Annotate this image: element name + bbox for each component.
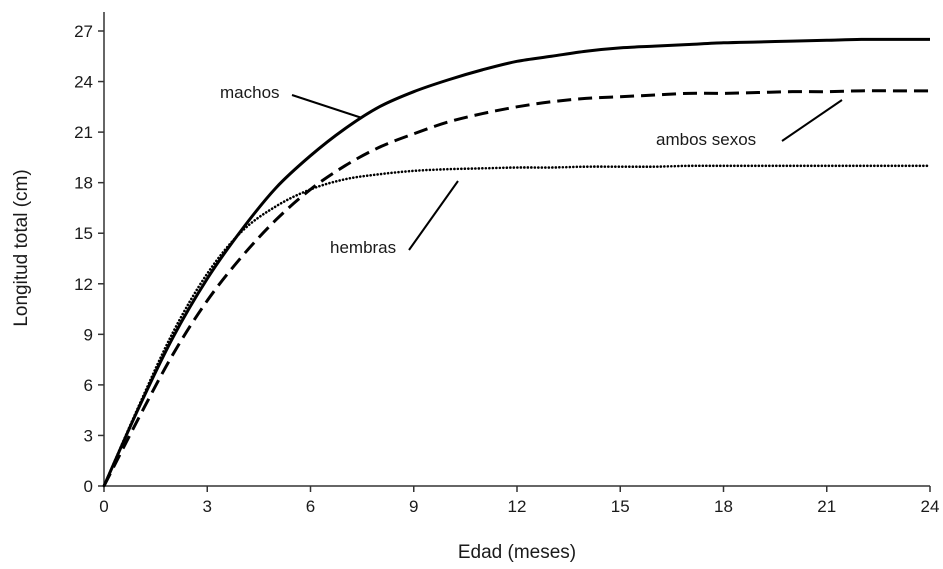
x-tick-label: 12 — [508, 497, 527, 516]
x-tick-label: 21 — [817, 497, 836, 516]
x-tick-label: 0 — [99, 497, 108, 516]
y-tick-label: 6 — [84, 376, 93, 395]
x-tick-label: 6 — [306, 497, 315, 516]
leader-hembras — [408, 180, 459, 251]
y-tick-label: 0 — [84, 477, 93, 496]
y-tick-label: 12 — [74, 275, 93, 294]
series-line-ambos-sexos — [102, 89, 930, 487]
y-tick-label: 15 — [74, 224, 93, 243]
y-tick-label: 21 — [74, 123, 93, 142]
y-ticks: 0 3 6 9 12 15 18 21 24 27 — [74, 22, 104, 496]
y-tick-label: 9 — [84, 325, 93, 344]
y-tick-label: 24 — [74, 73, 93, 92]
series-line-machos — [102, 37, 930, 487]
y-tick-label: 27 — [74, 22, 93, 41]
series-line-hembras — [102, 164, 932, 488]
leader-machos — [291, 94, 363, 119]
annotation-hembras: hembras — [330, 238, 396, 257]
annotation-layer: machos ambos sexos hembras — [220, 83, 843, 257]
annotation-machos: machos — [220, 83, 280, 102]
y-tick-label: 18 — [74, 174, 93, 193]
x-tick-label: 24 — [921, 497, 940, 516]
series-layer — [102, 37, 932, 488]
annotation-ambos-sexos: ambos sexos — [656, 130, 756, 149]
x-tick-label: 15 — [611, 497, 630, 516]
leader-ambos-sexos — [781, 99, 843, 142]
y-tick-label: 3 — [84, 426, 93, 445]
x-axis-title: Edad (meses) — [458, 542, 576, 563]
x-tick-label: 3 — [203, 497, 212, 516]
x-tick-label: 18 — [714, 497, 733, 516]
x-ticks: 0 3 6 9 12 15 18 21 24 — [99, 486, 939, 516]
y-axis-title: Longitud total (cm) — [11, 169, 32, 326]
x-tick-label: 9 — [409, 497, 418, 516]
